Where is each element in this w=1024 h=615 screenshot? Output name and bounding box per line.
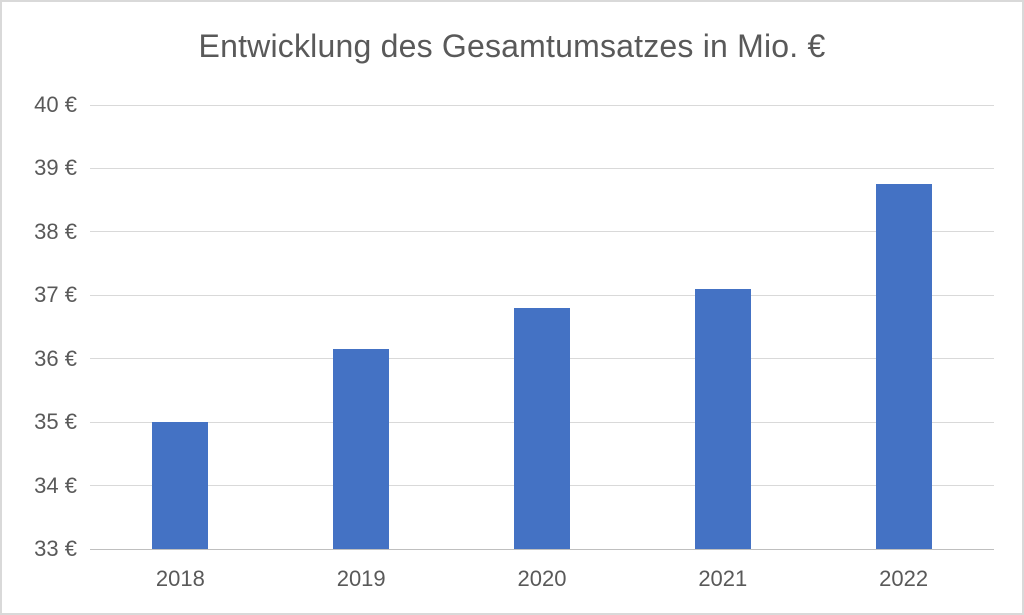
y-axis-tick-label: 35 € bbox=[34, 409, 77, 435]
y-axis-tick-label: 39 € bbox=[34, 155, 77, 181]
x-axis-tick-label: 2021 bbox=[698, 566, 748, 591]
gridline bbox=[90, 294, 994, 296]
gridline bbox=[90, 231, 994, 233]
y-axis-tick-label: 38 € bbox=[34, 218, 77, 244]
y-axis-tick-label: 36 € bbox=[34, 345, 77, 371]
bar-2018 bbox=[152, 422, 209, 549]
y-axis-tick-label: 33 € bbox=[34, 536, 77, 561]
x-axis-tick-label: 2020 bbox=[517, 566, 567, 591]
y-axis-tick-label: 34 € bbox=[34, 472, 77, 498]
y-axis-tick-label: 37 € bbox=[34, 282, 77, 308]
x-axis-tick-label: 2018 bbox=[155, 566, 205, 591]
bar-2019 bbox=[333, 349, 390, 549]
x-axis-tick-label: 2022 bbox=[879, 566, 929, 591]
gridline bbox=[90, 104, 994, 106]
gridline bbox=[90, 167, 994, 169]
x-axis-line bbox=[90, 548, 994, 550]
x-axis-tick-label: 2019 bbox=[336, 566, 386, 591]
bar-2021 bbox=[694, 288, 751, 549]
bar-2022 bbox=[875, 184, 932, 549]
bar-2020 bbox=[514, 307, 570, 549]
chart-title: Entwicklung des Gesamtumsatzes in Mio. € bbox=[198, 28, 826, 64]
y-axis-tick-label: 40 € bbox=[34, 92, 77, 117]
